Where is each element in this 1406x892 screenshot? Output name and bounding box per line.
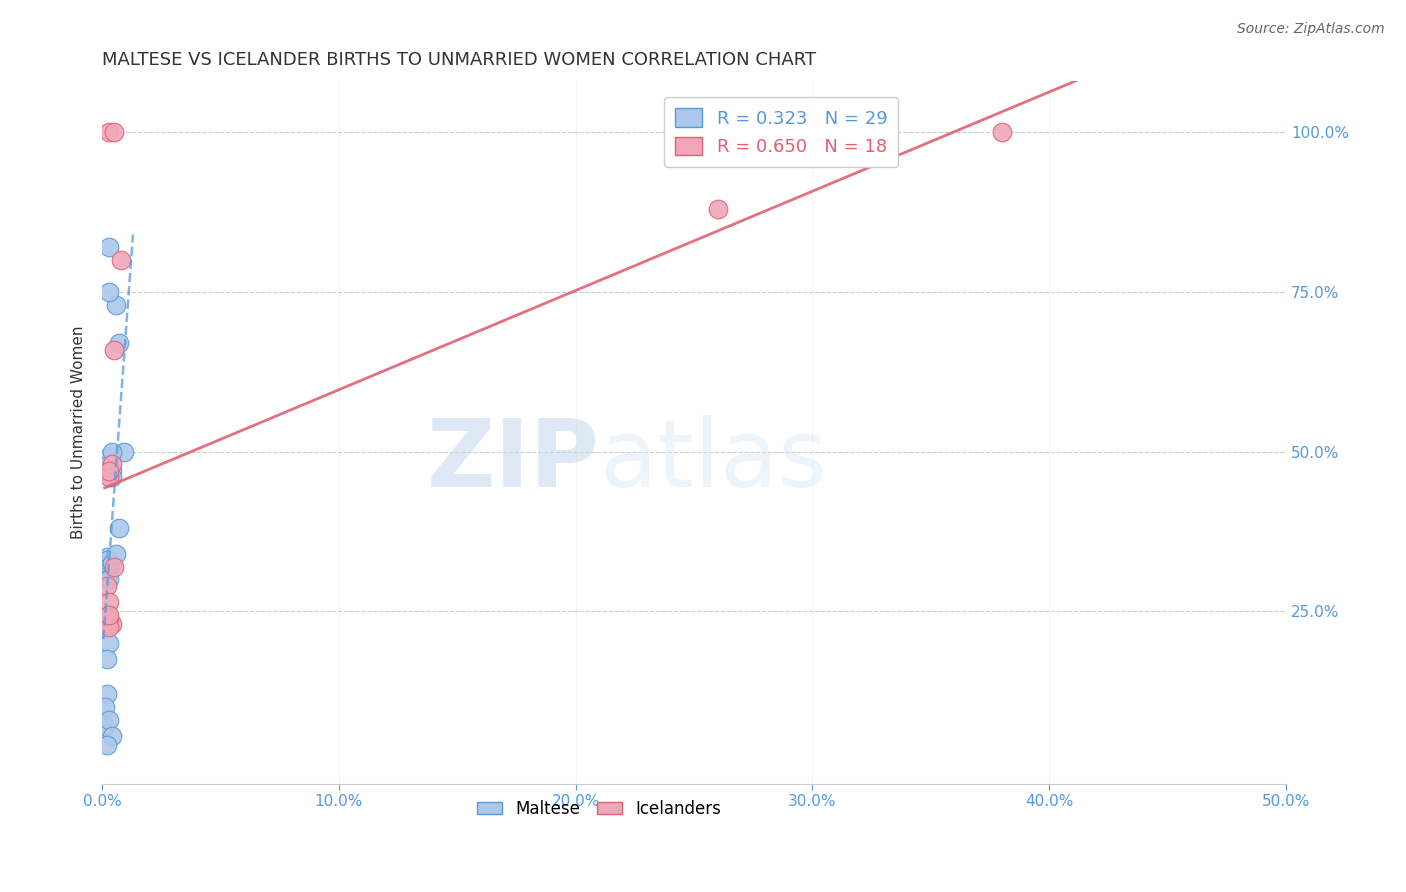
Point [98, 464, 121, 478]
Point [96, 579, 118, 593]
Point [96, 687, 118, 701]
Point [96, 611, 118, 625]
Point [991, 125, 1014, 139]
Point [107, 336, 129, 351]
Point [100, 444, 122, 458]
Point [98, 559, 121, 574]
Text: Source: ZipAtlas.com: Source: ZipAtlas.com [1237, 22, 1385, 37]
Point [96, 553, 118, 567]
Point [98, 470, 121, 484]
Point [100, 464, 122, 478]
Point [93, 700, 115, 714]
Legend: Maltese, Icelanders: Maltese, Icelanders [471, 793, 728, 824]
Point [98, 636, 121, 650]
Point [100, 729, 122, 743]
Point [98, 620, 121, 634]
Point [100, 470, 122, 484]
Point [93, 719, 115, 733]
Point [98, 607, 121, 622]
Point [107, 521, 129, 535]
Text: MALTESE VS ICELANDER BIRTHS TO UNMARRIED WOMEN CORRELATION CHART: MALTESE VS ICELANDER BIRTHS TO UNMARRIED… [103, 51, 817, 69]
Point [96, 569, 118, 583]
Point [110, 253, 132, 268]
Point [96, 451, 118, 466]
Point [98, 713, 121, 727]
Point [706, 202, 728, 216]
Point [105, 547, 128, 561]
Point [100, 557, 122, 571]
Point [100, 617, 122, 632]
Point [105, 298, 128, 312]
Point [98, 125, 121, 139]
Point [96, 566, 118, 580]
Point [96, 550, 118, 565]
Point [103, 343, 125, 357]
Point [98, 240, 121, 254]
Point [103, 125, 125, 139]
Point [98, 573, 121, 587]
Point [98, 559, 121, 574]
Point [98, 458, 121, 472]
Point [98, 285, 121, 299]
Text: ZIP: ZIP [426, 415, 599, 507]
Point [98, 595, 121, 609]
Point [96, 739, 118, 753]
Point [100, 458, 122, 472]
Point [96, 617, 118, 632]
Y-axis label: Births to Unmarried Women: Births to Unmarried Women [72, 326, 86, 540]
Point [96, 573, 118, 587]
Point [112, 444, 135, 458]
Point [98, 611, 121, 625]
Text: atlas: atlas [599, 415, 828, 507]
Point [96, 652, 118, 666]
Point [103, 559, 125, 574]
